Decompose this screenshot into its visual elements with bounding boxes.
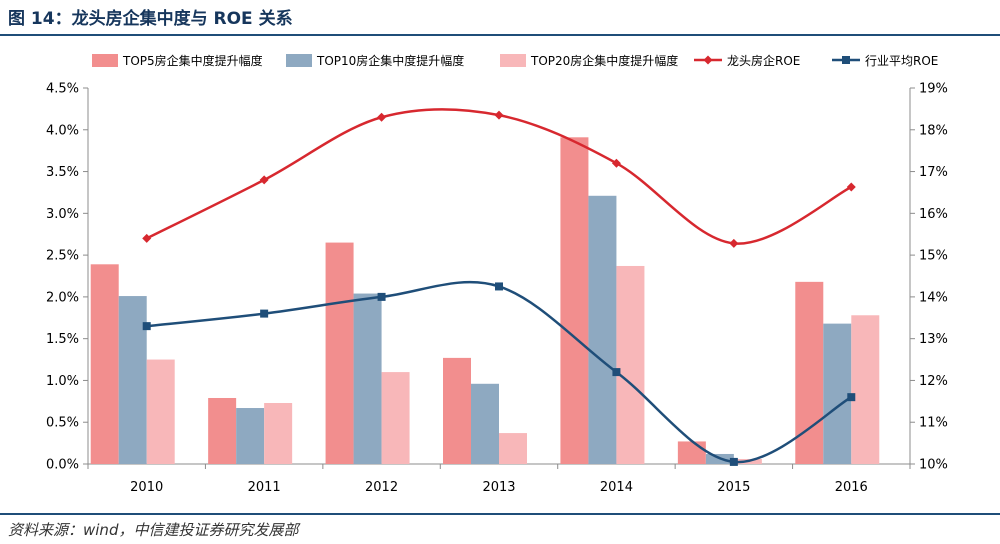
bar-2	[118, 296, 147, 464]
legend-marker-5	[842, 56, 850, 64]
right-axis-tick-label: 15%	[919, 249, 948, 264]
right-axis-tick-label: 12%	[919, 374, 948, 389]
x-axis-tick-label: 2010	[130, 480, 163, 495]
line-1-point	[846, 182, 856, 192]
legend-swatch-1	[92, 54, 118, 67]
bar-3	[146, 359, 175, 464]
right-axis-tick-label: 17%	[919, 165, 948, 180]
right-axis-tick-label: 10%	[919, 458, 948, 473]
x-axis-tick-label: 2014	[600, 480, 633, 495]
bar-2	[823, 323, 852, 464]
bar-3	[851, 315, 880, 464]
bar-3	[264, 403, 293, 464]
legend-marker-4	[703, 55, 713, 65]
bar-3	[499, 433, 527, 464]
bar-2	[471, 383, 499, 464]
bar-3	[381, 372, 410, 464]
line-2-point	[847, 393, 856, 402]
x-axis-tick-label: 2016	[835, 480, 868, 495]
bar-1	[677, 441, 706, 464]
tick-labels: 0.0% 0.5% 1.0% 1.5% 2.0% 2.5% 3.0% 3.5% 4.0% 4.5%…	[46, 82, 948, 496]
x-axis-tick-label: 2015	[717, 480, 750, 495]
left-axis-tick-label: 1.0%	[46, 374, 79, 389]
line-2-point	[495, 282, 503, 291]
right-axis-tick-label: 16%	[919, 207, 948, 222]
bar-2	[353, 293, 382, 464]
line-1-point	[377, 112, 387, 122]
legend-swatch-2	[286, 54, 312, 67]
left-axis-tick-label: 2.5%	[46, 249, 79, 264]
figure-title: 图 14：龙头房企集中度与 ROE 关系	[8, 9, 293, 29]
legend-swatch-3	[500, 54, 526, 67]
left-axis-tick-label: 4.0%	[46, 123, 79, 138]
chart-legend: TOP5房企集中度提升幅度 TOP10房企集中度提升幅度 TOP20房企集中度提升幅…	[92, 53, 938, 68]
line-2-point	[612, 368, 621, 377]
source-note: 资料来源：wind，中信建投证券研究发展部	[8, 521, 299, 539]
x-axis-tick-label: 2012	[365, 480, 398, 495]
bar-1	[208, 397, 237, 464]
line-2-point	[260, 309, 269, 318]
combo-chart: TOP5房企集中度提升幅度 TOP10房企集中度提升幅度 TOP20房企集中度提升幅…	[46, 53, 948, 496]
line-series	[142, 108, 856, 466]
bar-1	[325, 242, 354, 464]
left-axis-tick-label: 2.0%	[46, 290, 79, 305]
line-1-point	[611, 158, 621, 168]
right-axis-tick-label: 11%	[919, 416, 948, 431]
line-1-point	[729, 238, 739, 248]
left-axis-tick-label: 0.0%	[46, 458, 79, 473]
legend-label-1: TOP5房企集中度提升幅度	[122, 53, 263, 68]
bar-2	[236, 408, 265, 464]
source-rule	[0, 513, 1000, 515]
line-1-point	[259, 175, 269, 185]
bar-1	[560, 137, 589, 464]
bar-2	[588, 195, 617, 464]
line-2-point	[377, 292, 386, 301]
left-axis-tick-label: 0.5%	[46, 416, 79, 431]
line-2-point	[729, 457, 738, 466]
bar-1	[90, 264, 119, 464]
right-axis-tick-label: 14%	[919, 290, 948, 305]
x-axis-tick-label: 2013	[482, 480, 515, 495]
left-axis-tick-label: 3.0%	[46, 207, 79, 222]
legend-label-4: 龙头房企ROE	[727, 53, 800, 68]
legend-label-3: TOP20房企集中度提升幅度	[530, 53, 678, 68]
title-rule	[0, 34, 1000, 36]
line-1-path	[146, 108, 852, 245]
left-axis-tick-label: 4.5%	[46, 82, 79, 97]
left-axis-tick-label: 3.5%	[46, 165, 79, 180]
bar-series	[90, 137, 880, 464]
x-axis-tick-label: 2011	[248, 480, 281, 495]
right-axis-tick-label: 18%	[919, 123, 948, 138]
line-1-point	[494, 110, 504, 120]
legend-label-2: TOP10房企集中度提升幅度	[316, 53, 464, 68]
right-axis-tick-label: 13%	[919, 332, 948, 347]
line-1-point	[142, 233, 152, 243]
legend-label-5: 行业平均ROE	[865, 54, 938, 68]
bar-3	[616, 265, 645, 464]
line-2-point	[142, 322, 151, 331]
left-axis-tick-label: 1.5%	[46, 332, 79, 347]
right-axis-tick-label: 19%	[919, 82, 948, 97]
bar-1	[443, 357, 471, 464]
